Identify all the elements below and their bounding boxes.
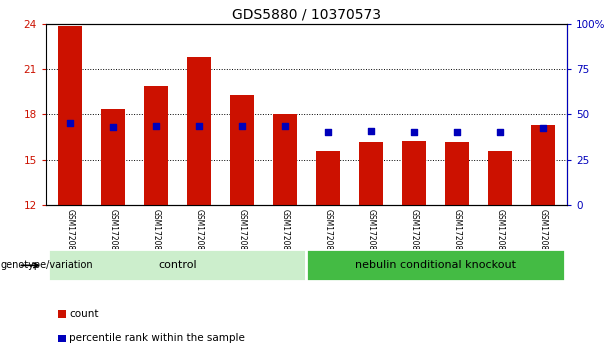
Bar bbox=[446, 142, 469, 205]
Point bbox=[538, 125, 548, 131]
Point bbox=[495, 129, 505, 135]
Point bbox=[65, 120, 75, 126]
Text: nebulin conditional knockout: nebulin conditional knockout bbox=[355, 260, 516, 270]
Text: genotype/variation: genotype/variation bbox=[1, 260, 93, 270]
Text: GSM1720836: GSM1720836 bbox=[194, 209, 204, 260]
Bar bbox=[531, 125, 555, 205]
Bar bbox=[101, 109, 124, 205]
Point bbox=[409, 129, 419, 135]
Point bbox=[323, 129, 333, 135]
Text: GSM1720841: GSM1720841 bbox=[409, 209, 419, 260]
Text: control: control bbox=[158, 260, 197, 270]
Point bbox=[366, 128, 376, 134]
Point bbox=[280, 123, 290, 129]
Text: GSM1720839: GSM1720839 bbox=[324, 209, 332, 260]
Text: GSM1720842: GSM1720842 bbox=[453, 209, 462, 260]
Point bbox=[237, 123, 247, 129]
Point bbox=[151, 123, 161, 129]
Bar bbox=[48, 249, 306, 281]
Point bbox=[452, 130, 462, 135]
Bar bbox=[489, 151, 512, 205]
Text: GSM1720837: GSM1720837 bbox=[237, 209, 246, 260]
Text: GSM1720844: GSM1720844 bbox=[539, 209, 548, 260]
Text: count: count bbox=[69, 309, 99, 319]
Bar bbox=[144, 86, 167, 205]
Bar bbox=[359, 142, 383, 205]
Text: GSM1720838: GSM1720838 bbox=[281, 209, 289, 260]
Title: GDS5880 / 10370573: GDS5880 / 10370573 bbox=[232, 7, 381, 21]
Bar bbox=[230, 95, 254, 205]
Text: GSM1720833: GSM1720833 bbox=[65, 209, 74, 260]
Point bbox=[194, 123, 204, 129]
Bar bbox=[273, 114, 297, 205]
Text: GSM1720840: GSM1720840 bbox=[367, 209, 376, 260]
Bar bbox=[58, 26, 82, 205]
Bar bbox=[187, 57, 211, 205]
Bar bbox=[402, 141, 426, 205]
Bar bbox=[316, 151, 340, 205]
Text: percentile rank within the sample: percentile rank within the sample bbox=[69, 333, 245, 343]
Text: GSM1720835: GSM1720835 bbox=[151, 209, 160, 260]
Text: GSM1720834: GSM1720834 bbox=[109, 209, 117, 260]
Bar bbox=[306, 249, 565, 281]
Point bbox=[108, 124, 118, 130]
Text: GSM1720843: GSM1720843 bbox=[496, 209, 504, 260]
